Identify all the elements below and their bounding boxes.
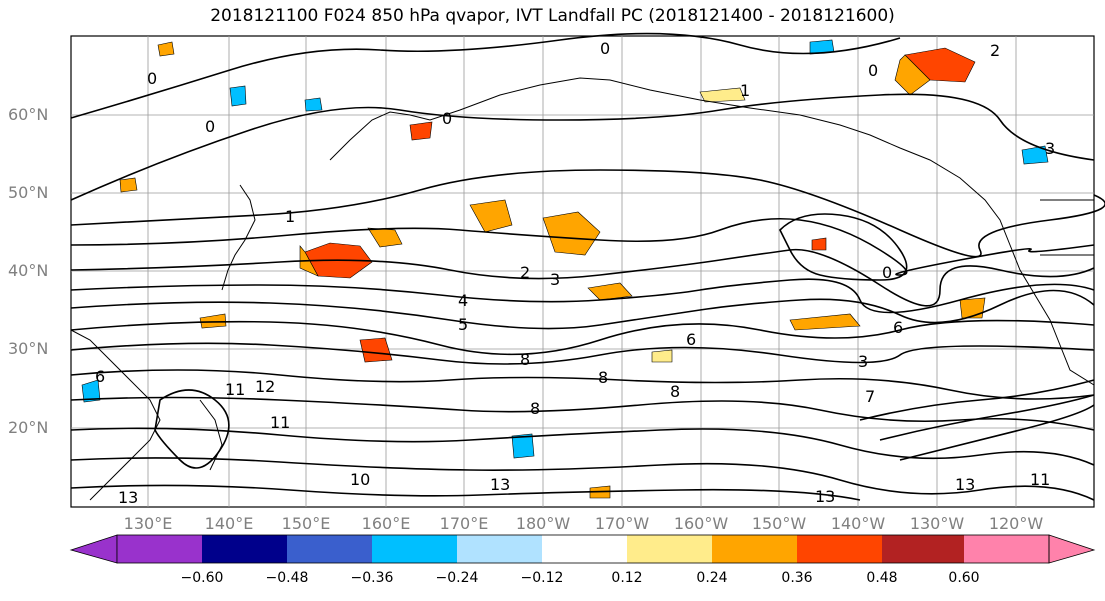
contour-label: 8 xyxy=(670,382,680,401)
contour-label: 7 xyxy=(865,387,875,406)
lon-label: 170°W xyxy=(594,514,650,533)
contour-label: 6 xyxy=(686,330,696,349)
colorbar-tick-label: 0.36 xyxy=(781,570,813,586)
contour-lines xyxy=(70,32,1105,501)
colorbar-box-2 xyxy=(202,535,287,563)
contour-label: 8 xyxy=(520,350,530,369)
contour-label: 2 xyxy=(990,41,1000,60)
contour-label: 6 xyxy=(893,318,903,337)
lon-label: 140°W xyxy=(830,514,886,533)
lat-label: 20°N xyxy=(8,418,49,437)
contour-label: 8 xyxy=(598,368,608,387)
lon-label: 150°W xyxy=(751,514,807,533)
lon-label: 140°E xyxy=(204,514,254,533)
colorbar-box-4 xyxy=(372,535,457,563)
colorbar-tick-label: −0.24 xyxy=(435,570,479,586)
lon-label: 170°E xyxy=(439,514,489,533)
colorbar-tick-label: 0.48 xyxy=(866,570,898,586)
colorbar-tick-label: −0.36 xyxy=(350,570,394,586)
colorbar-box-6 xyxy=(542,535,627,563)
colorbar-tick-label: −0.12 xyxy=(520,570,564,586)
lon-label: 160°E xyxy=(361,514,411,533)
contour-label: 13 xyxy=(815,487,835,506)
contour-labels: 0 0 0 0 0 0 1 1 2 2 3 3 3 4 5 6 6 6 7 8 … xyxy=(95,39,1055,507)
colorbar-extend-low xyxy=(69,534,118,564)
contour-label: 1 xyxy=(740,81,750,100)
lon-label: 130°W xyxy=(909,514,965,533)
colorbar-box-10 xyxy=(882,535,964,563)
colorbar-tick-label: 0.12 xyxy=(611,570,643,586)
lon-label: 130°E xyxy=(123,514,173,533)
contour-label: 3 xyxy=(1045,139,1055,158)
contour-label: 11 xyxy=(225,380,245,399)
contour-label: 5 xyxy=(458,315,468,334)
contour-label: 6 xyxy=(95,367,105,386)
lat-label: 60°N xyxy=(8,105,49,124)
colorbar-tick-label: 0.24 xyxy=(696,570,728,586)
contour-label: 13 xyxy=(955,475,975,494)
qvapor-fill-patches xyxy=(81,39,1049,499)
contour-label: 13 xyxy=(118,488,138,507)
lon-label: 150°E xyxy=(281,514,331,533)
colorbar xyxy=(69,534,1096,564)
contour-label: 8 xyxy=(530,399,540,418)
contour-label: 3 xyxy=(858,352,868,371)
contour-label: 0 xyxy=(882,263,892,282)
colorbar-box-3 xyxy=(287,535,372,563)
contour-label: 12 xyxy=(255,377,275,396)
contour-label: 0 xyxy=(147,69,157,88)
lat-label: 40°N xyxy=(8,261,49,280)
colorbar-box-1 xyxy=(117,535,202,563)
map-title: 2018121100 F024 850 hPa qvapor, IVT Land… xyxy=(210,6,895,26)
contour-label: 10 xyxy=(350,470,370,489)
contour-label: 11 xyxy=(270,413,290,432)
contour-label: 0 xyxy=(205,117,215,136)
contour-label: 13 xyxy=(490,475,510,494)
contour-label: 2 xyxy=(520,263,530,282)
lat-label: 30°N xyxy=(8,339,49,358)
map-panel: 0 0 0 0 0 0 1 1 2 2 3 3 3 4 5 6 6 6 7 8 … xyxy=(70,32,1105,508)
colorbar-box-8 xyxy=(712,535,797,563)
contour-label: 4 xyxy=(458,291,468,310)
contour-label: 0 xyxy=(442,109,452,128)
colorbar-box-7 xyxy=(627,535,712,563)
coastlines xyxy=(70,77,1095,501)
contour-label: 0 xyxy=(600,39,610,58)
contour-label: 3 xyxy=(550,270,560,289)
colorbar-tick-label: 0.60 xyxy=(948,570,980,586)
colorbar-tick-label: −0.48 xyxy=(265,570,309,586)
contour-label: 1 xyxy=(285,207,295,226)
contour-label: 0 xyxy=(868,61,878,80)
colorbar-tick-label: −0.60 xyxy=(180,570,224,586)
colorbar-box-11 xyxy=(964,535,1049,563)
colorbar-extend-high xyxy=(1048,534,1096,564)
lon-label: 120°W xyxy=(988,514,1044,533)
contour-label: 11 xyxy=(1030,470,1050,489)
colorbar-box-9 xyxy=(797,535,882,563)
colorbar-box-5 xyxy=(457,535,542,563)
lat-label: 50°N xyxy=(8,183,49,202)
lon-label: 180°W xyxy=(515,514,571,533)
lon-label: 160°W xyxy=(673,514,729,533)
